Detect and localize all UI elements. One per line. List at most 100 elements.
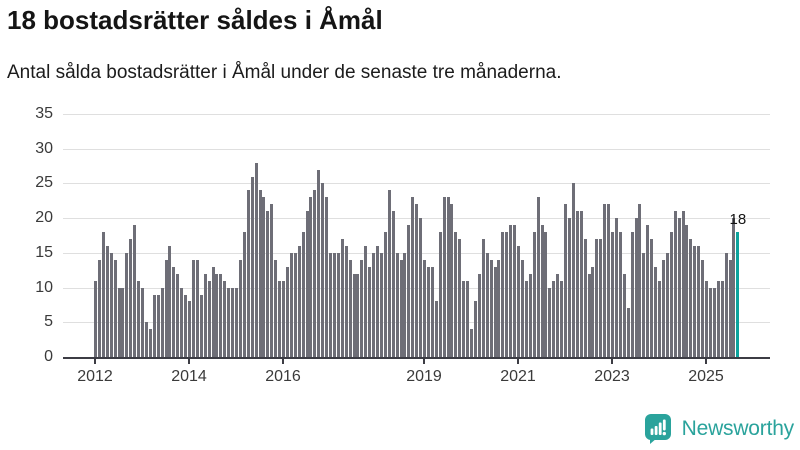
bar [579,211,583,357]
bar [246,190,250,357]
bar [528,273,532,357]
bar [732,218,736,357]
x-axis-tick [611,357,613,364]
bar [650,238,654,357]
bar [603,204,607,357]
bar [344,245,348,357]
bar [567,218,571,357]
bar [685,225,689,357]
y-axis-tick-label: 0 [44,348,53,365]
bar [278,280,282,357]
bar [195,259,199,357]
bar [626,308,630,357]
bar [415,204,419,357]
bar [587,273,591,357]
gridline [63,148,770,150]
bar [513,225,517,357]
bar [454,232,458,357]
x-axis-tick [94,357,96,364]
bar [473,301,477,357]
bar [164,259,168,357]
bar [450,204,454,357]
brand-name: Newsworthy [681,416,795,440]
bar [654,266,658,357]
bar [630,232,634,357]
bar [517,245,520,357]
bar [509,225,513,357]
bar [689,238,693,357]
bar [642,252,646,357]
bar [184,294,188,357]
bar [372,252,376,357]
x-axis-tick [188,357,190,364]
bar [317,169,321,357]
newsworthy-logo[interactable]: Newsworthy [644,413,794,444]
bar [477,273,481,357]
bar [614,218,618,357]
bar [168,245,172,357]
bar [595,238,599,357]
bar [520,259,524,357]
bar [434,301,438,357]
bar [708,287,712,357]
bar [532,232,536,357]
bar [180,287,184,357]
x-axis-tick [282,357,284,364]
bar [407,225,411,357]
bar [360,259,364,357]
bar [591,266,595,357]
bar [599,238,603,357]
bar [211,266,215,357]
bar [207,280,211,357]
bar [481,238,485,357]
bar [411,197,415,357]
bar [129,238,133,357]
bar [105,245,109,357]
y-axis-tick-label: 35 [35,105,53,122]
x-axis-tick-label: 2014 [171,368,207,385]
bar [270,204,274,357]
bar [489,259,493,357]
bar [493,266,497,357]
bar [188,301,191,357]
bar [438,232,442,357]
y-axis-tick-label: 25 [35,174,53,192]
y-axis-tick-label: 5 [44,313,53,331]
bar [399,259,403,357]
bar [160,287,164,357]
x-axis-tick-label: 2019 [406,368,442,385]
bar [728,259,732,357]
bar-chart-speech-bubble-icon [644,413,675,444]
highlight-value-label: 18 [729,211,747,229]
bar [607,204,611,357]
bar [658,280,661,357]
x-axis-tick [705,357,707,364]
bar [387,190,391,357]
bar [712,287,716,357]
bar [266,211,270,357]
x-axis-tick-label: 2021 [500,368,536,385]
bar [364,245,368,357]
bar [693,245,697,357]
bar [117,287,121,357]
bar [152,294,156,357]
bar [109,252,113,357]
bar [701,259,705,357]
bar [227,287,231,357]
bar [340,238,344,357]
bar [403,252,407,357]
x-axis-tick [517,357,519,364]
bar [250,176,254,357]
bar [395,252,399,357]
bar [611,232,614,357]
bar [223,280,227,357]
bar [681,211,685,357]
bar [575,211,579,357]
bar [368,266,372,357]
bar [536,197,540,357]
chart-subtitle: Antal sålda bostadsrätter i Åmål under d… [7,62,562,83]
bar [325,197,329,357]
bar [144,322,148,357]
bar [661,259,665,357]
